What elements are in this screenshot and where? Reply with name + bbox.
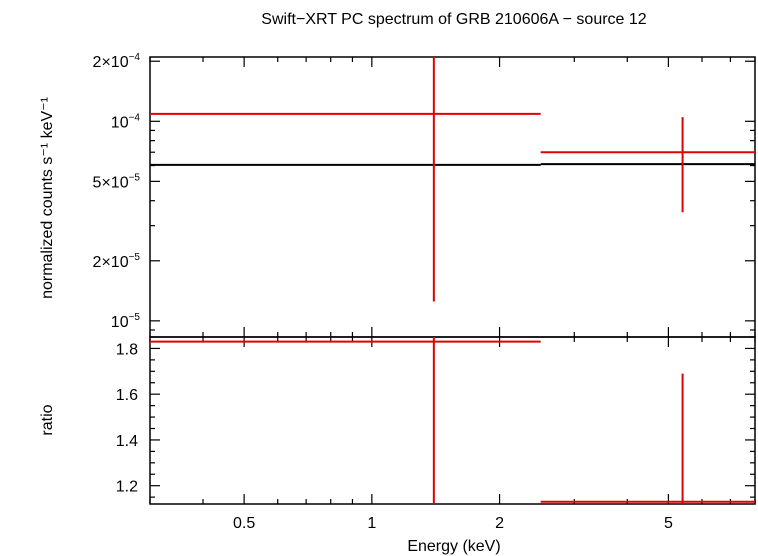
spectrum-y-tick-label: 10−5 — [111, 312, 141, 331]
ratio-y-tick-label: 1.2 — [116, 479, 138, 496]
x-axis-label: Energy (keV) — [407, 538, 500, 555]
ratio-y-axis-label: ratio — [39, 404, 56, 435]
plot-layer: 10−5 2×10−5 5×10−5 10−4 2×10−4 1.2 1.4 1.6 1.8 0.… — [93, 52, 756, 532]
ratio-frame — [149, 336, 756, 505]
ratio-y-tick-label: 1.6 — [116, 387, 138, 404]
x-tick-label: 5 — [664, 515, 673, 532]
ratio-data-point — [540, 373, 755, 504]
spectrum-y-tick-label: 10−4 — [111, 112, 141, 131]
spectrum-y-axis-label: normalized counts s⁻¹ keV⁻¹ — [39, 97, 56, 299]
x-tick-label: 0.5 — [233, 515, 255, 532]
spectrum-data-point — [540, 117, 755, 213]
spectrum-y-tick-label: 2×10−4 — [93, 52, 141, 71]
ratio-y-tick-label: 1.4 — [116, 433, 138, 450]
ratio-data-point — [150, 337, 541, 504]
spectrum-y-tick-label: 2×10−5 — [93, 252, 141, 271]
ratio-y-tick-label: 1.8 — [116, 341, 138, 358]
spectrum-data-point — [150, 57, 541, 302]
x-tick-label: 2 — [495, 515, 504, 532]
chart-title: Swift−XRT PC spectrum of GRB 210606A − s… — [261, 11, 646, 28]
spectrum-frame — [149, 56, 756, 338]
spectrum-y-tick-label: 5×10−5 — [93, 172, 141, 191]
x-tick-label: 1 — [367, 515, 376, 532]
